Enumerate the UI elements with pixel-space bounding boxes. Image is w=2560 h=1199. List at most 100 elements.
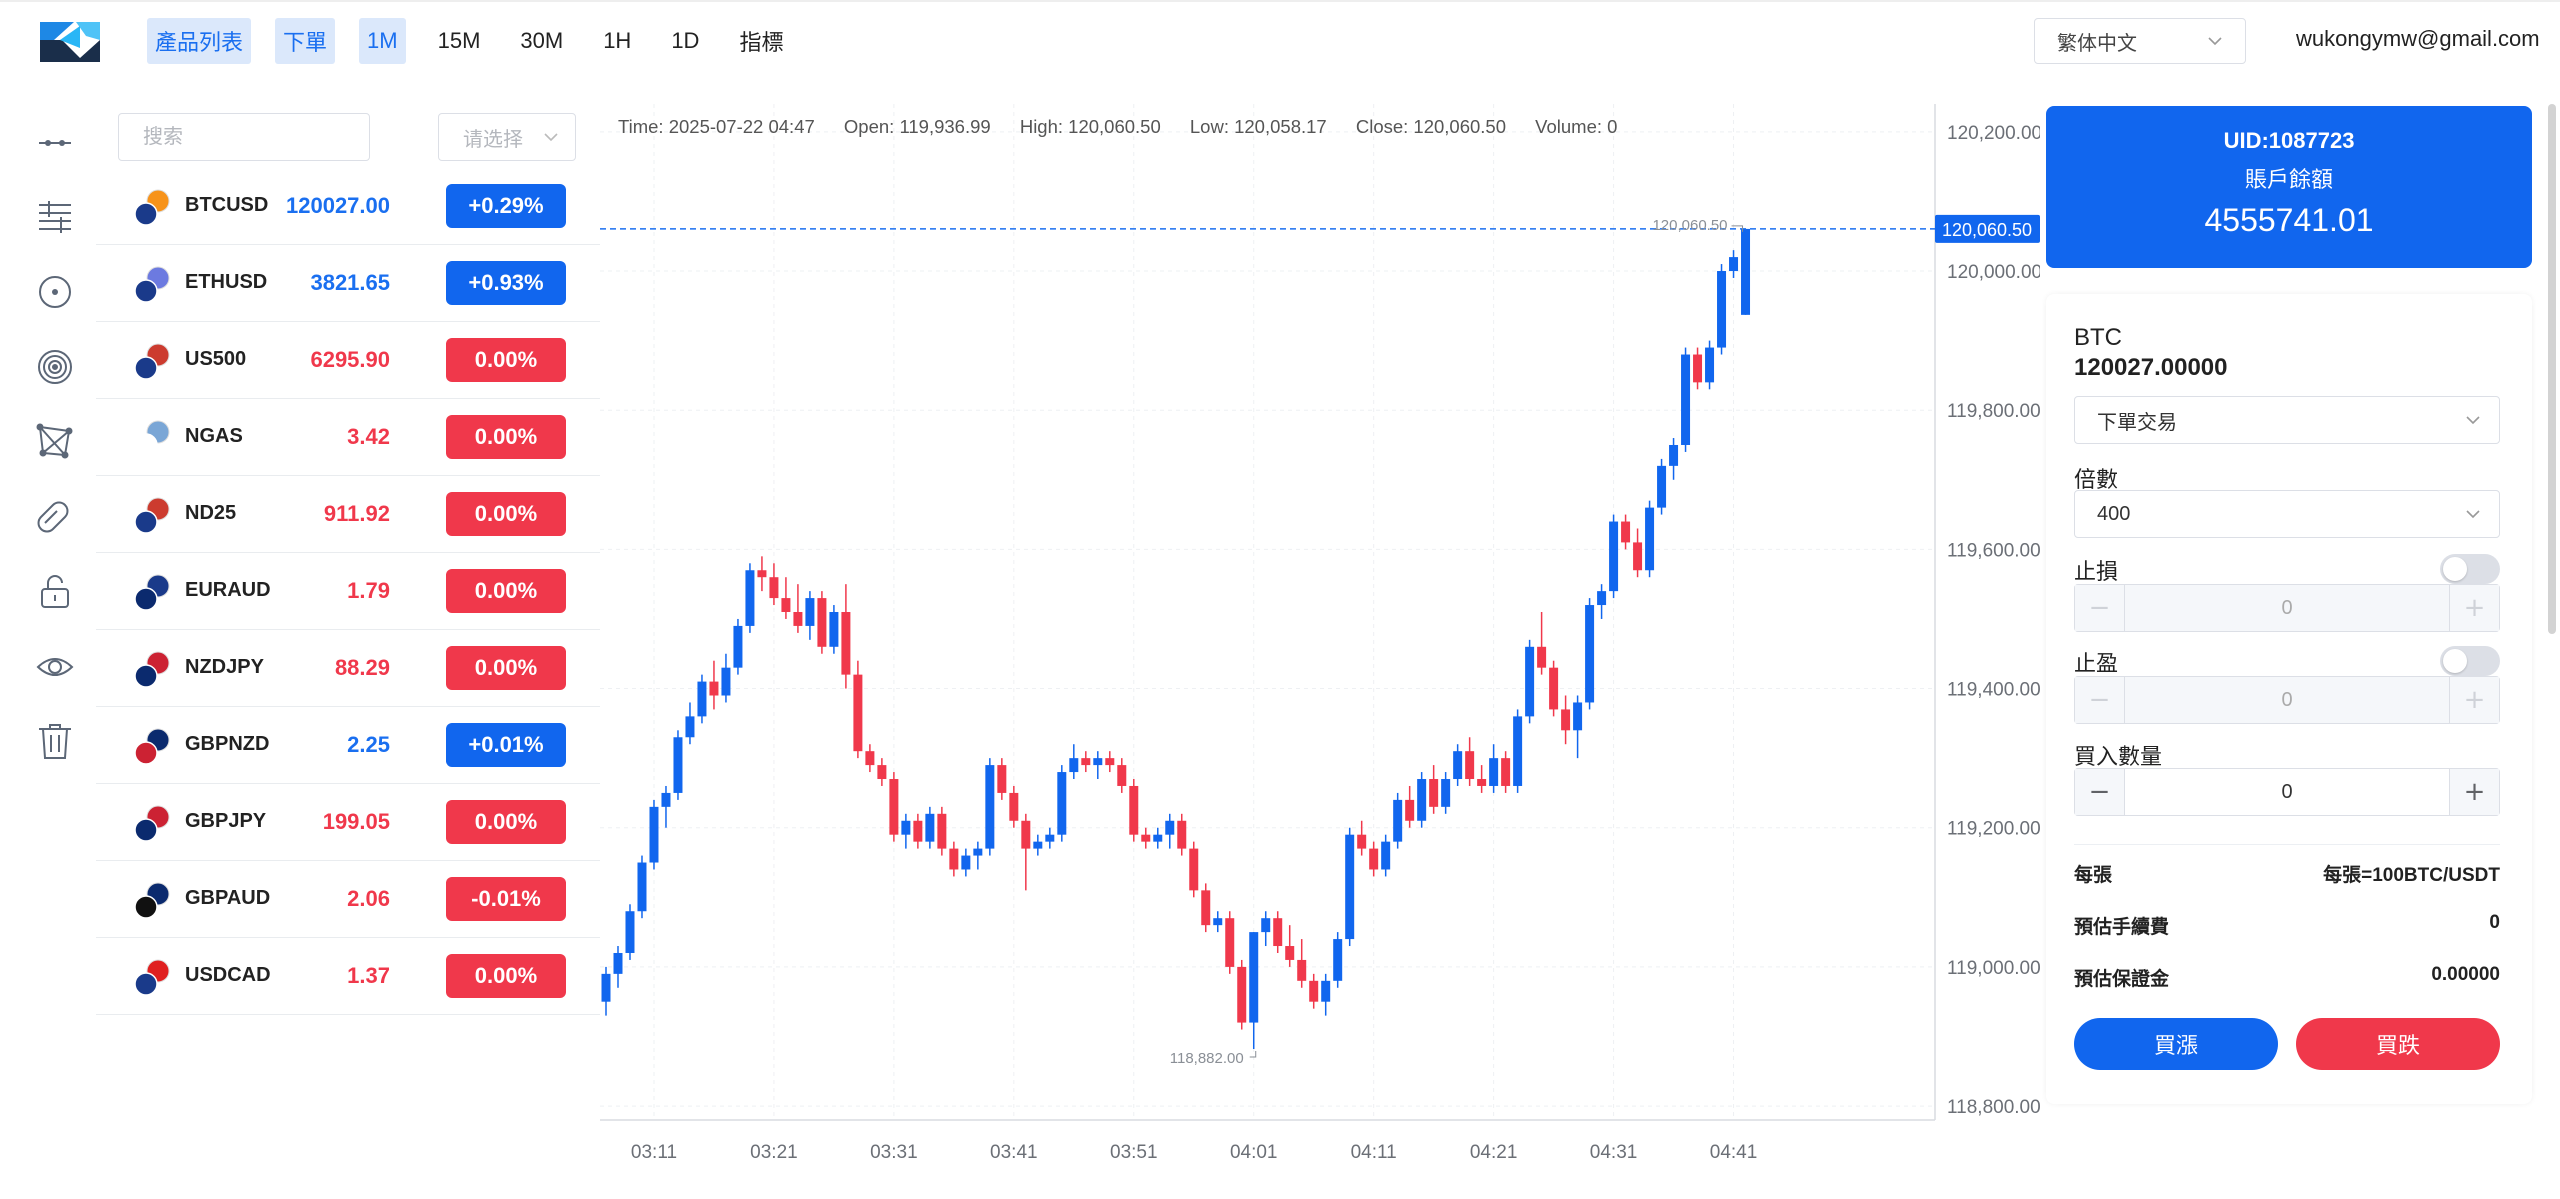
- candle-body[interactable]: [1009, 792, 1019, 821]
- language-select[interactable]: 繁体中文: [2034, 18, 2246, 64]
- candle-body[interactable]: [1573, 702, 1583, 731]
- candle-body[interactable]: [1669, 444, 1679, 466]
- stop-loss-stepper[interactable]: − 0 +: [2074, 584, 2500, 632]
- market-row[interactable]: ETHUSD 3821.65 +0.93%: [96, 245, 600, 322]
- candle-body[interactable]: [961, 855, 971, 870]
- search-input[interactable]: [118, 113, 370, 161]
- candle-body[interactable]: [1213, 918, 1223, 926]
- quantity-value[interactable]: 0: [2125, 769, 2449, 815]
- candle-body[interactable]: [841, 612, 851, 675]
- eye-icon[interactable]: [30, 642, 80, 692]
- candle-body[interactable]: [1429, 779, 1439, 807]
- take-profit-increment-button[interactable]: +: [2449, 677, 2499, 723]
- nav-timeframe-1d[interactable]: 1D: [671, 28, 700, 53]
- candle-body[interactable]: [1141, 834, 1151, 842]
- nav-timeframe-30m[interactable]: 30M: [520, 28, 564, 53]
- candle-body[interactable]: [1453, 751, 1463, 780]
- candle-body[interactable]: [1741, 228, 1751, 315]
- candle-body[interactable]: [973, 848, 983, 856]
- candle-body[interactable]: [1657, 465, 1667, 508]
- category-select[interactable]: 请选择: [438, 113, 576, 161]
- candle-body[interactable]: [889, 779, 899, 835]
- quantity-stepper[interactable]: − 0 +: [2074, 768, 2500, 816]
- candle-body[interactable]: [1105, 758, 1115, 766]
- take-profit-stepper[interactable]: − 0 +: [2074, 676, 2500, 724]
- candle-body[interactable]: [1621, 521, 1631, 543]
- horizontal-line-icon[interactable]: [30, 118, 80, 168]
- market-row[interactable]: ND25 911.92 0.00%: [96, 476, 600, 553]
- candle-body[interactable]: [601, 973, 611, 1002]
- market-row[interactable]: NGAS 3.42 0.00%: [96, 399, 600, 476]
- candle-body[interactable]: [913, 820, 923, 842]
- candle-body[interactable]: [769, 577, 779, 599]
- candle-body[interactable]: [673, 737, 683, 793]
- nav-product-list[interactable]: 產品列表: [147, 18, 252, 64]
- candle-body[interactable]: [1369, 848, 1379, 870]
- candle-body[interactable]: [1729, 257, 1739, 272]
- trade-type-select[interactable]: 下單交易: [2074, 396, 2500, 444]
- candle-body[interactable]: [985, 765, 995, 849]
- candle-body[interactable]: [925, 813, 935, 842]
- candle-body[interactable]: [1405, 799, 1415, 821]
- candle-body[interactable]: [1609, 521, 1619, 592]
- quantity-increment-button[interactable]: +: [2449, 769, 2499, 815]
- candle-body[interactable]: [1393, 799, 1403, 842]
- market-row[interactable]: USDCAD 1.37 0.00%: [96, 938, 600, 1015]
- candle-body[interactable]: [1345, 834, 1355, 940]
- candle-body[interactable]: [1033, 841, 1043, 849]
- candle-body[interactable]: [1357, 834, 1367, 849]
- candle-body[interactable]: [1381, 841, 1391, 870]
- market-row[interactable]: NZDJPY 88.29 0.00%: [96, 630, 600, 707]
- candle-body[interactable]: [829, 612, 839, 647]
- candle-body[interactable]: [1309, 980, 1319, 1002]
- circle-tool-icon[interactable]: [30, 267, 80, 317]
- lock-icon[interactable]: [30, 566, 80, 616]
- candle-body[interactable]: [709, 681, 719, 696]
- nav-timeframe-1h[interactable]: 1H: [603, 28, 632, 53]
- candle-body[interactable]: [1225, 918, 1235, 967]
- candle-body[interactable]: [661, 792, 671, 807]
- candle-body[interactable]: [1549, 667, 1559, 710]
- buy-long-button[interactable]: 買漲: [2074, 1018, 2278, 1070]
- candle-body[interactable]: [1513, 716, 1523, 786]
- candle-body[interactable]: [1321, 980, 1331, 1002]
- candle-body[interactable]: [685, 716, 695, 738]
- leverage-select[interactable]: 400: [2074, 490, 2500, 538]
- candle-body[interactable]: [853, 674, 863, 752]
- candle-body[interactable]: [757, 570, 767, 578]
- nav-timeframe-1m[interactable]: 1M: [359, 18, 406, 64]
- multi-line-icon[interactable]: [30, 192, 80, 242]
- candle-body[interactable]: [1537, 646, 1547, 668]
- buy-short-button[interactable]: 買跌: [2296, 1018, 2500, 1070]
- candle-body[interactable]: [1489, 758, 1499, 786]
- candle-body[interactable]: [1069, 758, 1079, 773]
- nav-indicators[interactable]: 指標: [739, 30, 784, 55]
- stop-loss-toggle[interactable]: [2440, 554, 2500, 584]
- candle-body[interactable]: [1285, 946, 1295, 960]
- candle-body[interactable]: [937, 813, 947, 849]
- candle-body[interactable]: [625, 911, 635, 953]
- page-scrollbar[interactable]: [2548, 104, 2556, 634]
- market-row[interactable]: US500 6295.90 0.00%: [96, 322, 600, 399]
- pattern-icon[interactable]: [30, 416, 80, 466]
- candle-body[interactable]: [1165, 820, 1175, 835]
- user-email[interactable]: wukongymw@gmail.com: [2296, 26, 2540, 51]
- take-profit-decrement-button[interactable]: −: [2075, 677, 2125, 723]
- market-row[interactable]: GBPNZD 2.25 +0.01%: [96, 707, 600, 784]
- candle-body[interactable]: [1153, 834, 1163, 842]
- stop-loss-value[interactable]: 0: [2125, 585, 2449, 631]
- market-row[interactable]: GBPJPY 199.05 0.00%: [96, 784, 600, 861]
- nav-timeframe-15m[interactable]: 15M: [437, 28, 481, 53]
- take-profit-toggle[interactable]: [2440, 646, 2500, 676]
- candle-body[interactable]: [1201, 890, 1211, 926]
- candle-body[interactable]: [1477, 779, 1487, 786]
- stop-loss-decrement-button[interactable]: −: [2075, 585, 2125, 631]
- candle-body[interactable]: [1189, 848, 1199, 891]
- candle-body[interactable]: [1465, 751, 1475, 780]
- trash-icon[interactable]: [30, 716, 80, 766]
- candlestick-chart[interactable]: 120,200.00 120,000.00 119,800.00 119,600.00…: [600, 104, 2040, 1164]
- market-row[interactable]: BTCUSD 120027.00 +0.29%: [96, 168, 600, 245]
- candle-body[interactable]: [1501, 758, 1511, 786]
- candle-body[interactable]: [1081, 758, 1091, 766]
- candle-body[interactable]: [637, 862, 647, 912]
